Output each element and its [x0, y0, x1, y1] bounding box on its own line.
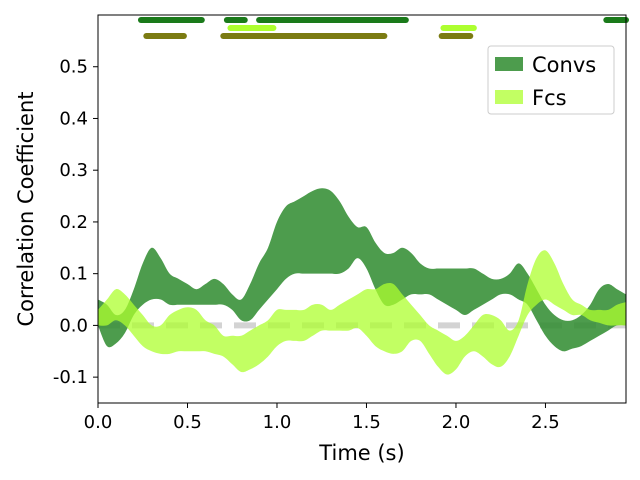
- band-fcs: [98, 250, 626, 375]
- y-tick-label: -0.1: [53, 367, 88, 388]
- y-tick-label: 0.0: [59, 315, 88, 336]
- legend: Convs Fcs: [487, 45, 615, 115]
- legend-swatch-fcs: [495, 90, 523, 104]
- x-tick-label: 0.0: [84, 412, 113, 433]
- legend-swatch-convs: [495, 57, 523, 71]
- legend-label-fcs: Fcs: [532, 86, 567, 110]
- y-tick-label: 0.4: [59, 108, 88, 129]
- y-tick-label: 0.3: [59, 160, 88, 181]
- y-axis-title: Correlation Coefficient: [14, 91, 38, 326]
- legend-label-convs: Convs: [532, 53, 596, 77]
- band-convs: [98, 188, 626, 352]
- x-tick-label: 1.5: [352, 412, 381, 433]
- y-tick-label: 0.2: [59, 212, 88, 233]
- y-axis: -0.1 0.0 0.1 0.2 0.3 0.4 0.5: [53, 57, 98, 388]
- significance-bars: [137, 17, 629, 39]
- x-tick-label: 1.0: [263, 412, 292, 433]
- y-tick-label: 0.5: [59, 57, 88, 78]
- plot-area: [98, 188, 626, 375]
- x-axis-title: Time (s): [318, 441, 404, 465]
- x-tick-label: 2.0: [442, 412, 471, 433]
- x-axis: 0.0 0.5 1.0 1.5 2.0 2.5: [84, 403, 560, 433]
- x-tick-label: 0.5: [173, 412, 202, 433]
- y-tick-label: 0.1: [59, 264, 88, 285]
- x-tick-label: 2.5: [531, 412, 560, 433]
- plot-frame: [97, 14, 627, 404]
